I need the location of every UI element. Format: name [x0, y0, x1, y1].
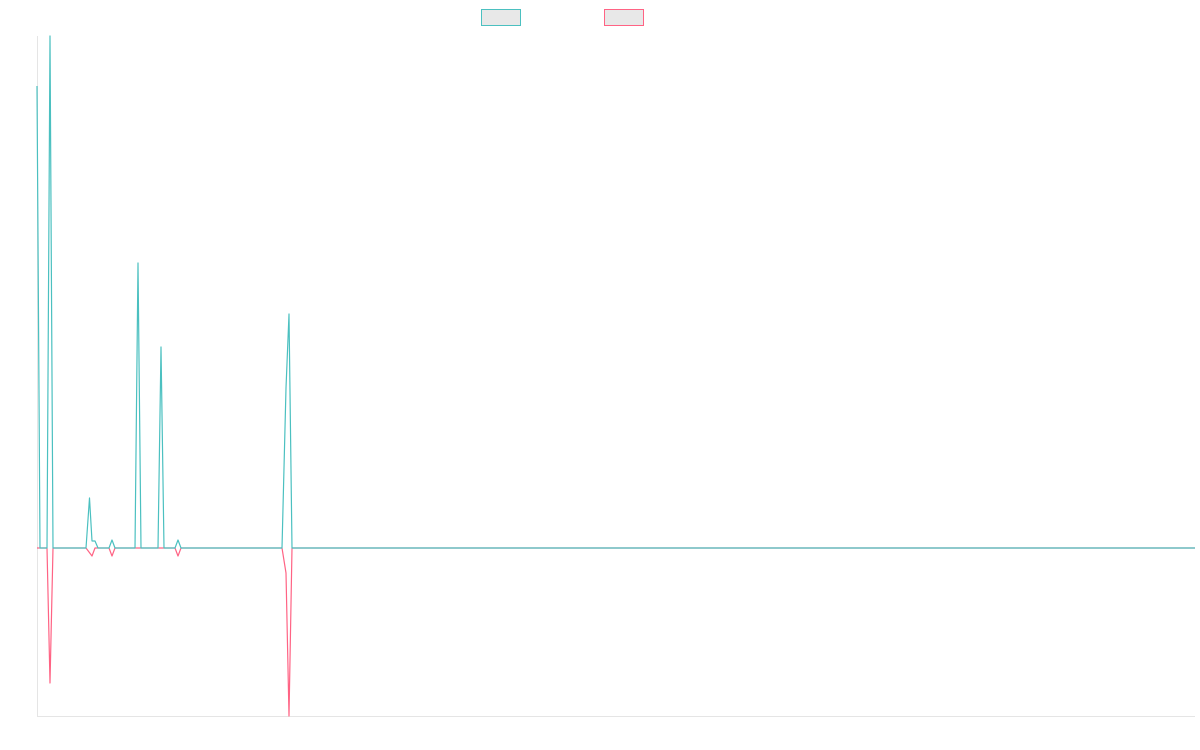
- legend-swatch[interactable]: [604, 9, 644, 26]
- series-line: [37, 547, 1195, 717]
- legend-swatch[interactable]: [481, 9, 521, 26]
- series-line: [36, 35, 1195, 549]
